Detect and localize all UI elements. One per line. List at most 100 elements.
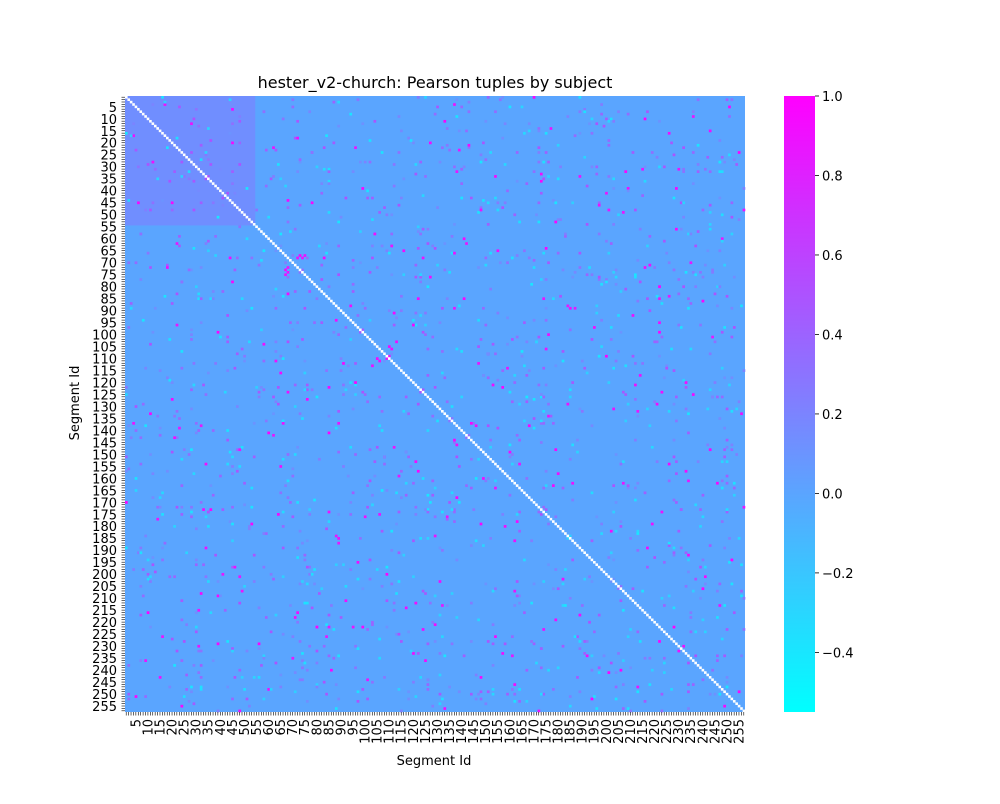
heatmap-cell	[723, 263, 727, 267]
heatmap-cell	[387, 354, 391, 358]
heatmap-cell	[199, 501, 203, 504]
heatmap-cell	[137, 165, 140, 169]
heatmap-cell	[400, 196, 403, 200]
heatmap-cell	[325, 134, 328, 138]
heatmap-cell	[457, 148, 461, 152]
heatmap-cell	[682, 146, 685, 150]
diagonal-cell	[515, 484, 519, 487]
diagonal-cell	[325, 294, 328, 298]
heatmap-cell	[634, 498, 637, 502]
y-tick-label: 140	[92, 424, 117, 439]
heatmap-cell	[192, 472, 196, 476]
diagonal-cell	[597, 565, 601, 569]
heatmap-cell	[424, 592, 427, 595]
heatmap-cell	[293, 690, 297, 694]
heatmap-cell	[305, 582, 309, 586]
diagonal-cell	[605, 572, 608, 576]
diagonal-cell	[537, 505, 541, 509]
heatmap-cell	[510, 462, 514, 466]
heatmap-cell	[554, 515, 558, 519]
heatmap-cell	[390, 347, 394, 351]
heatmap-cell	[484, 582, 488, 586]
heatmap-cell	[438, 702, 442, 706]
diagonal-cell	[166, 136, 169, 140]
heatmap-cell	[670, 688, 673, 691]
heatmap-cell	[568, 534, 572, 538]
heatmap-cell	[694, 654, 698, 658]
diagonal-cell	[281, 251, 285, 255]
heatmap-cell	[346, 474, 350, 478]
heatmap-cell	[366, 628, 369, 631]
x-tick-label: 205	[612, 719, 627, 744]
diagonal-cell	[716, 683, 719, 686]
x-tick-label: 65	[274, 719, 289, 736]
heatmap-cell	[327, 167, 331, 171]
heatmap-cell	[617, 587, 620, 591]
heatmap-cell	[607, 208, 611, 212]
heatmap-cell	[484, 263, 488, 267]
heatmap-cell	[252, 455, 256, 459]
heatmap-cell	[303, 371, 307, 375]
heatmap-cell	[624, 419, 628, 423]
heatmap-cell	[320, 278, 324, 281]
heatmap-cell	[226, 640, 230, 643]
heatmap-cell	[231, 170, 234, 174]
heatmap-cell	[226, 369, 230, 372]
diagonal-cell	[310, 280, 314, 284]
heatmap-cell	[272, 433, 275, 437]
heatmap-cell	[725, 676, 729, 679]
heatmap-cell	[351, 282, 355, 286]
heatmap-cell	[525, 395, 529, 399]
heatmap-cell	[371, 680, 374, 684]
y-tick-label: 210	[92, 592, 117, 607]
heatmap-cell	[349, 501, 353, 504]
heatmap-cell	[301, 678, 304, 682]
heatmap-cell	[125, 131, 128, 135]
heatmap-cell	[178, 244, 181, 248]
diagonal-cell	[636, 604, 640, 607]
heatmap-cell	[728, 153, 731, 157]
heatmap-cell	[214, 553, 217, 557]
heatmap-cell	[209, 139, 213, 142]
heatmap-cell	[539, 395, 543, 399]
heatmap-cell	[190, 338, 193, 341]
heatmap-cell	[337, 333, 341, 336]
heatmap-cell	[636, 529, 640, 533]
heatmap-cell	[513, 381, 517, 384]
diagonal-cell	[450, 419, 454, 423]
heatmap-cell	[264, 148, 268, 152]
heatmap-cell	[703, 630, 707, 634]
heatmap-cell	[279, 354, 283, 358]
diagonal-cell	[301, 270, 304, 274]
heatmap-cell	[561, 577, 565, 581]
heatmap-cell	[134, 405, 138, 408]
heatmap-cell	[274, 148, 278, 152]
heatmap-cell	[716, 589, 719, 593]
y-tick-label: 100	[92, 328, 117, 343]
colorbar-tick-label: 1.0	[822, 90, 843, 105]
heatmap-cell	[308, 513, 312, 516]
diagonal-cell	[602, 570, 606, 574]
heatmap-cell	[298, 203, 302, 207]
heatmap-cell	[139, 551, 143, 555]
heatmap-cell	[414, 695, 418, 698]
heatmap-cell	[356, 314, 360, 317]
heatmap-cell	[578, 110, 582, 114]
heatmap-cell	[708, 203, 712, 207]
heatmap-cell	[397, 203, 401, 207]
heatmap-cell	[580, 604, 584, 607]
heatmap-cell	[276, 513, 280, 516]
heatmap-cell	[272, 146, 275, 150]
heatmap-cell	[392, 323, 396, 327]
heatmap-cell	[368, 558, 372, 562]
heatmap-cell	[337, 541, 341, 545]
heatmap-cell	[170, 450, 174, 454]
heatmap-cell	[491, 383, 495, 387]
heatmap-cell	[474, 424, 478, 428]
heatmap-cell	[689, 611, 693, 615]
heatmap-cell	[619, 599, 623, 603]
diagonal-cell	[725, 692, 729, 696]
heatmap-cell	[293, 671, 297, 674]
diagonal-cell	[315, 285, 319, 288]
heatmap-cell	[691, 393, 695, 396]
